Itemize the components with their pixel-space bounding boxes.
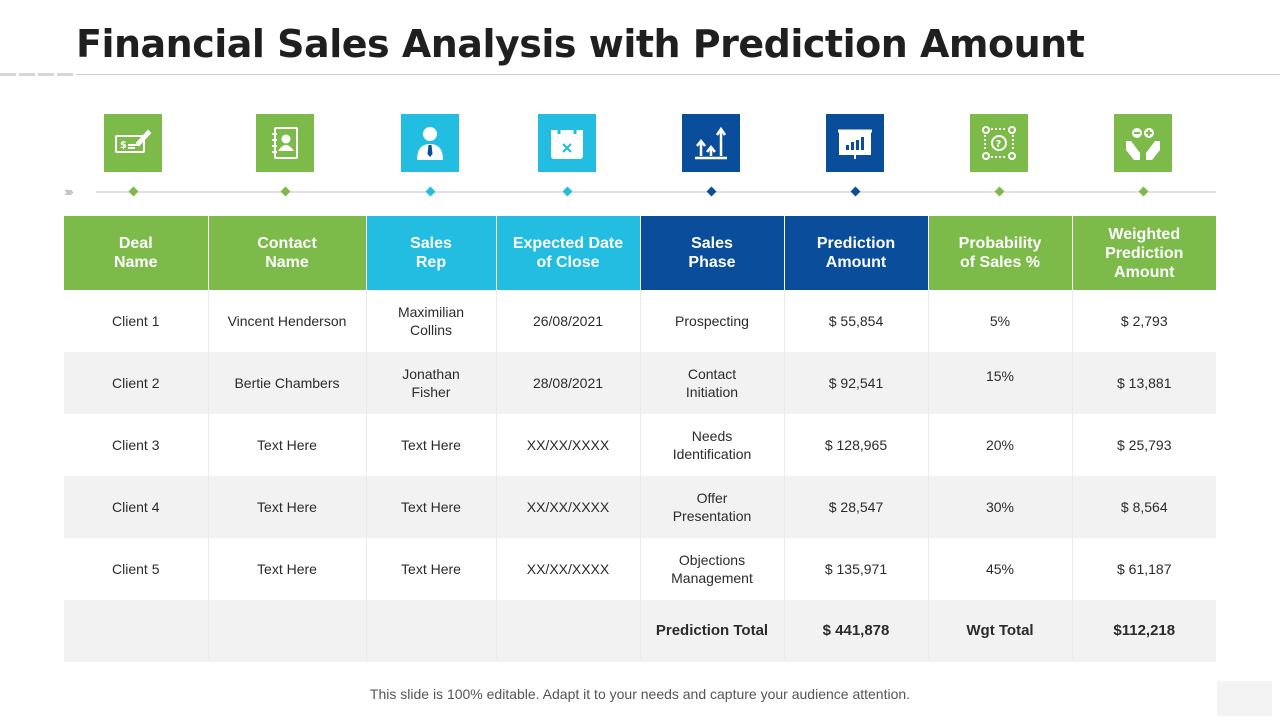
svg-text:?: ? bbox=[996, 139, 1002, 150]
growth-arrows-icon bbox=[682, 114, 740, 172]
table-cell: 28/08/2021 bbox=[496, 352, 641, 414]
table-cell: $ 2,793 bbox=[1072, 290, 1216, 352]
header-sales-rep: Sales Rep bbox=[366, 216, 497, 290]
table-cell: 26/08/2021 bbox=[496, 290, 641, 352]
timeline-marker bbox=[128, 186, 139, 197]
timeline-marker bbox=[562, 186, 573, 197]
table-cell: Prospecting bbox=[640, 290, 785, 352]
table-cell: Text Here bbox=[366, 476, 497, 538]
table-cell: 30% bbox=[928, 476, 1073, 538]
table-cell: Maximilian Collins bbox=[366, 290, 497, 352]
total-cell bbox=[496, 600, 641, 662]
timeline-marker bbox=[1138, 186, 1149, 197]
header-contact-name: Contact Name bbox=[208, 216, 367, 290]
table-row: Client 4 Text Here Text Here XX/XX/XXXX … bbox=[64, 476, 1216, 538]
table-cell: 5% bbox=[928, 290, 1073, 352]
corner-placeholder bbox=[1217, 681, 1272, 716]
cheque-icon: $ bbox=[104, 114, 162, 172]
calendar-icon bbox=[538, 114, 596, 172]
table-cell: Offer Presentation bbox=[640, 476, 785, 538]
timeline-chevrons-icon: ››››› bbox=[64, 184, 74, 199]
table-cell: Contact Initiation bbox=[640, 352, 785, 414]
table-cell: Text Here bbox=[208, 414, 367, 476]
table-cell: $ 28,547 bbox=[784, 476, 929, 538]
sales-rep-icon bbox=[401, 114, 459, 172]
total-cell bbox=[208, 600, 367, 662]
table-cell: XX/XX/XXXX bbox=[496, 414, 641, 476]
table-total-row: Prediction Total $ 441,878 Wgt Total $11… bbox=[64, 600, 1216, 662]
header-probability: Probability of Sales % bbox=[928, 216, 1073, 290]
table-cell: Client 4 bbox=[64, 476, 209, 538]
timeline-marker bbox=[850, 186, 861, 197]
table-cell: XX/XX/XXXX bbox=[496, 538, 641, 600]
table-cell: $ 61,187 bbox=[1072, 538, 1216, 600]
presentation-chart-icon bbox=[826, 114, 884, 172]
table-cell: $ 8,564 bbox=[1072, 476, 1216, 538]
table-cell: $ 135,971 bbox=[784, 538, 929, 600]
timeline-marker bbox=[280, 186, 291, 197]
table-header-row: Deal Name Contact Name Sales Rep Expecte… bbox=[64, 216, 1216, 290]
table-cell: Bertie Chambers bbox=[208, 352, 367, 414]
table-row: Client 5 Text Here Text Here XX/XX/XXXX … bbox=[64, 538, 1216, 600]
table-cell: $ 128,965 bbox=[784, 414, 929, 476]
table-cell: Text Here bbox=[208, 538, 367, 600]
header-sales-phase: Sales Phase bbox=[640, 216, 785, 290]
svg-text:$: $ bbox=[120, 140, 127, 151]
table-cell: Vincent Henderson bbox=[208, 290, 367, 352]
table-cell: Text Here bbox=[366, 538, 497, 600]
table-row: Client 2 Bertie Chambers Jonathan Fisher… bbox=[64, 352, 1216, 414]
timeline-marker bbox=[994, 186, 1005, 197]
header-weighted-amount: Weighted Prediction Amount bbox=[1072, 216, 1216, 290]
timeline-marker bbox=[706, 186, 717, 197]
header-expected-date: Expected Date of Close bbox=[496, 216, 641, 290]
header-deal-name: Deal Name bbox=[64, 216, 209, 290]
header-prediction-amount: Prediction Amount bbox=[784, 216, 929, 290]
title-divider bbox=[76, 74, 1280, 75]
table-cell: $ 25,793 bbox=[1072, 414, 1216, 476]
weighted-total-value: $112,218 bbox=[1072, 600, 1216, 662]
probability-gear-icon: ? bbox=[970, 114, 1028, 172]
timeline: ››››› bbox=[64, 183, 1216, 201]
table-cell: $ 55,854 bbox=[784, 290, 929, 352]
page-title: Financial Sales Analysis with Prediction… bbox=[76, 22, 1085, 66]
table-cell: 45% bbox=[928, 538, 1073, 600]
sales-table: Deal Name Contact Name Sales Rep Expecte… bbox=[64, 216, 1216, 662]
total-cell bbox=[64, 600, 209, 662]
table-cell: Needs Identification bbox=[640, 414, 785, 476]
prediction-total-label: Prediction Total bbox=[640, 600, 785, 662]
title-dashes bbox=[0, 73, 73, 76]
total-cell bbox=[366, 600, 497, 662]
prediction-total-value: $ 441,878 bbox=[784, 600, 929, 662]
footer-note: This slide is 100% editable. Adapt it to… bbox=[369, 686, 911, 702]
table-cell: Client 5 bbox=[64, 538, 209, 600]
table-cell: $ 92,541 bbox=[784, 352, 929, 414]
contact-book-icon bbox=[256, 114, 314, 172]
table-row: Client 3 Text Here Text Here XX/XX/XXXX … bbox=[64, 414, 1216, 476]
table-cell: Text Here bbox=[366, 414, 497, 476]
table-cell: Objections Management bbox=[640, 538, 785, 600]
timeline-marker bbox=[425, 186, 436, 197]
table-cell: Jonathan Fisher bbox=[366, 352, 497, 414]
table-cell: 15% bbox=[928, 352, 1073, 414]
table-cell: Text Here bbox=[208, 476, 367, 538]
table-cell: XX/XX/XXXX bbox=[496, 476, 641, 538]
table-cell: Client 1 bbox=[64, 290, 209, 352]
table-row: Client 1 Vincent Henderson Maximilian Co… bbox=[64, 290, 1216, 352]
table-cell: Client 3 bbox=[64, 414, 209, 476]
icon-row: $ bbox=[64, 114, 1216, 174]
hands-plus-minus-icon bbox=[1114, 114, 1172, 172]
table-cell: Client 2 bbox=[64, 352, 209, 414]
table-cell: $ 13,881 bbox=[1072, 352, 1216, 414]
table-cell: 20% bbox=[928, 414, 1073, 476]
weighted-total-label: Wgt Total bbox=[928, 600, 1073, 662]
